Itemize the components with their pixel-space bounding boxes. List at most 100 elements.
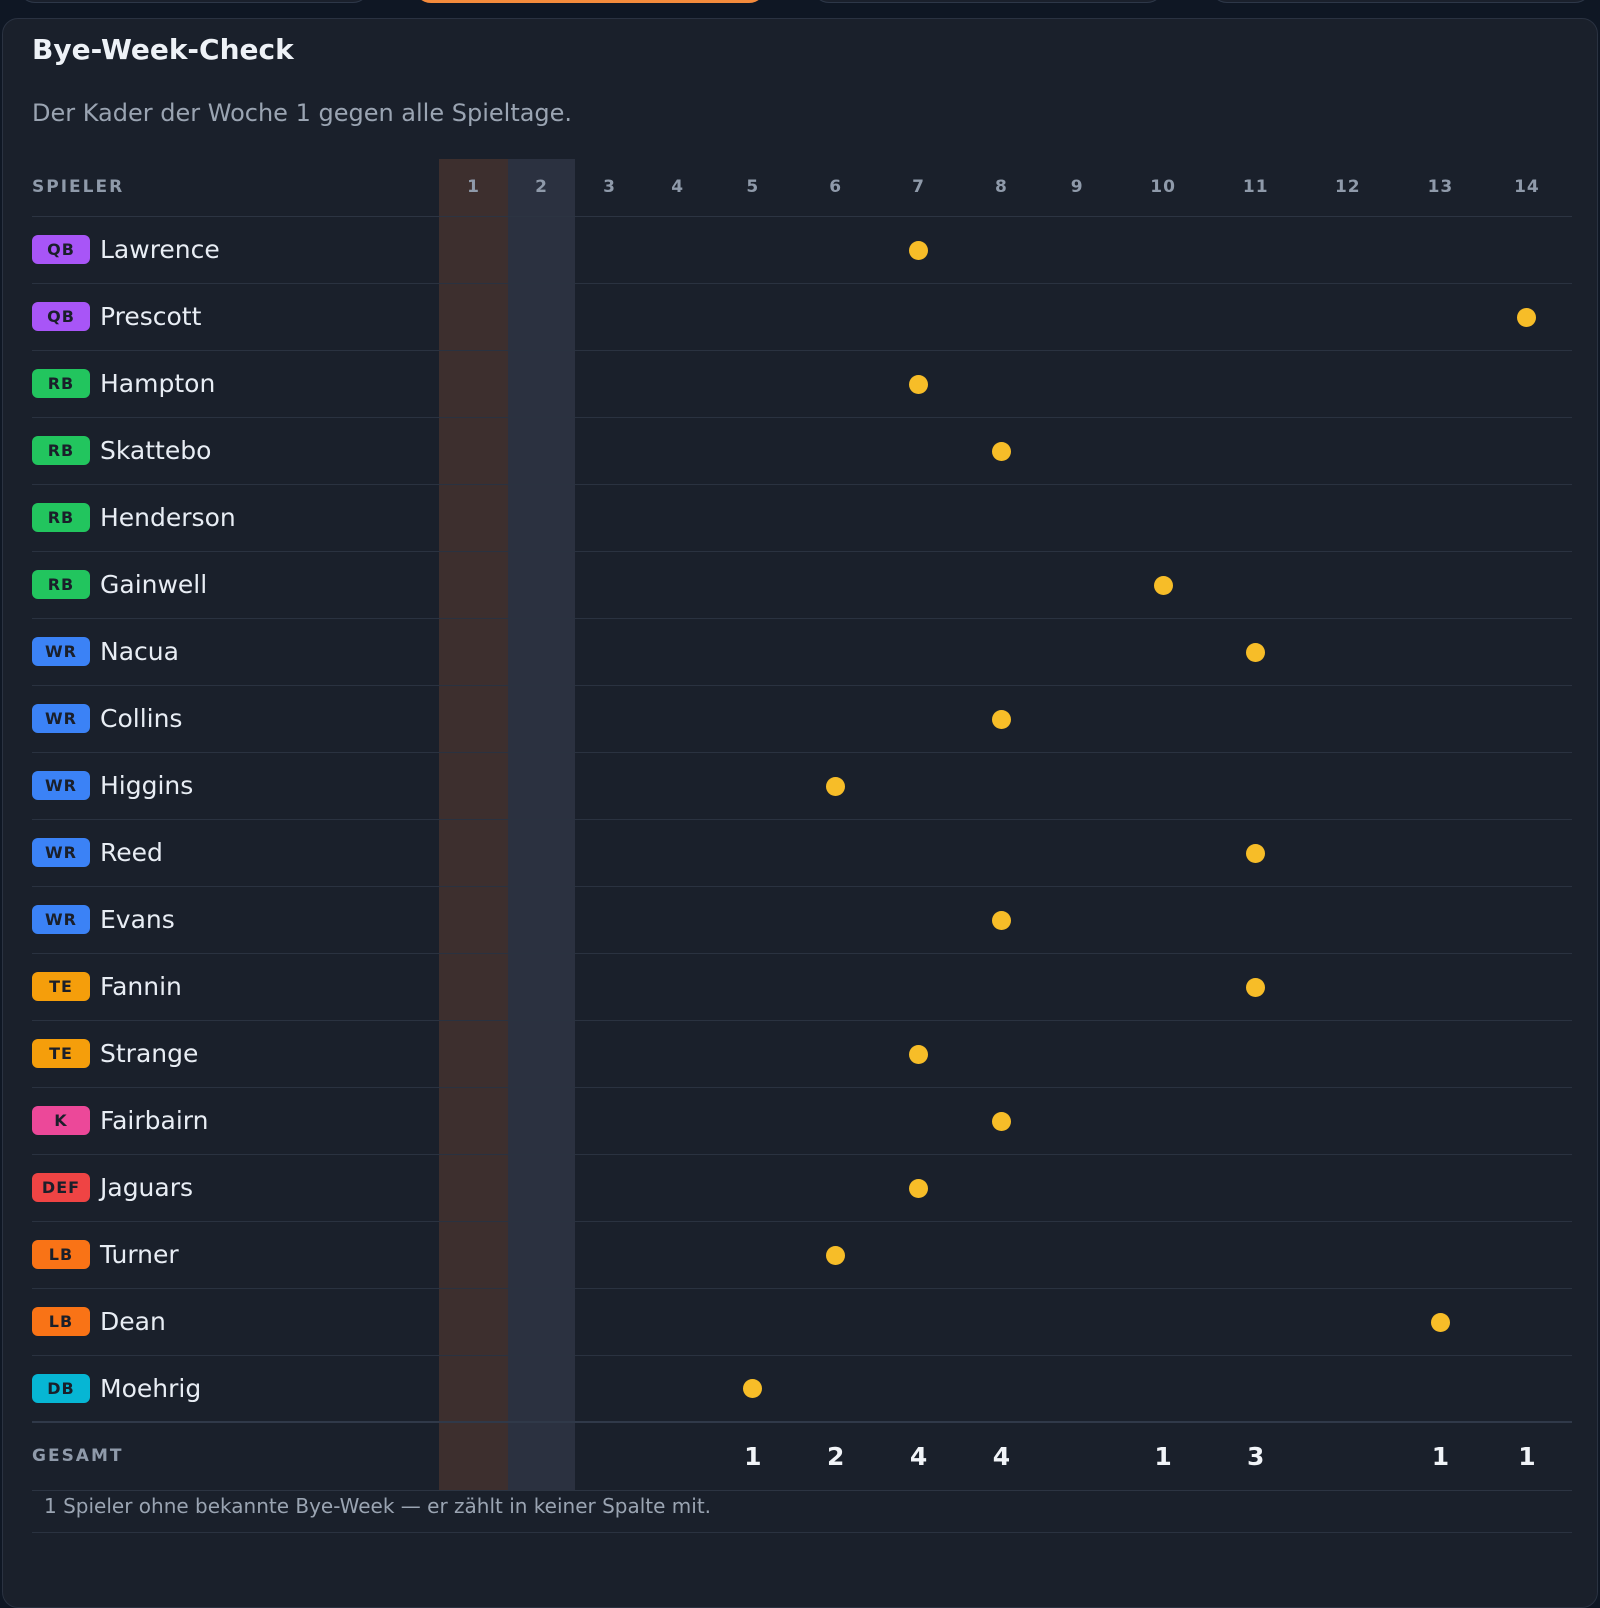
week-cell [711,1154,795,1222]
footnote: 1 Spieler ohne bekannte Bye-Week — er zä… [32,1479,1572,1533]
week-cell [1214,1288,1297,1356]
week-cell [439,1288,508,1356]
week-cell [877,484,961,552]
week-cell [877,685,961,753]
week-cell [643,417,712,485]
player-cell: RB Hampton [32,350,440,418]
panel-subtitle: Der Kader der Woche 1 gegen alle Spielta… [32,99,573,127]
week-cell [877,283,961,351]
week-cell [794,685,878,753]
week-cell [877,1221,961,1289]
week-cell [1111,283,1215,351]
week-cell [794,1087,878,1155]
player-cell: WR Reed [32,819,440,887]
tab-1[interactable] [18,0,370,3]
week-cell [1398,283,1482,351]
player-name: Gainwell [100,570,208,599]
week-cell [575,886,644,954]
week-cell [711,551,795,619]
week-cell [1214,1020,1297,1088]
week-cell [1214,551,1297,619]
week-cell [1042,1221,1112,1289]
week-cell [1042,484,1112,552]
table-row: LB Turner [32,1221,1572,1289]
column-header-week: 1 [439,159,508,217]
table-row: WR Higgins [32,752,1572,820]
week-cell [1398,752,1482,820]
position-badge: DEF [32,1173,90,1202]
week-cell [711,953,795,1021]
bye-week-marker [1246,642,1266,662]
week-cell [643,886,712,954]
player-cell: DEF Jaguars [32,1154,440,1222]
week-cell [1398,1154,1482,1222]
tab-2-active[interactable] [414,0,766,3]
week-cell [1111,484,1215,552]
week-cell [794,350,878,418]
table-row: WR Reed [32,819,1572,887]
week-cell [794,216,878,284]
top-tab-bar [0,0,1600,18]
week-cell [643,283,712,351]
week-cell [1481,886,1572,954]
week-cell [1042,1087,1112,1155]
column-header-week: 14 [1481,159,1572,217]
player-cell: LB Dean [32,1288,440,1356]
week-cell [439,484,508,552]
total-cell: 3 [1214,1421,1297,1491]
week-cell [960,685,1043,753]
week-cell [794,752,878,820]
week-cell [439,618,508,686]
tab-4[interactable] [1210,0,1592,3]
position-badge: K [32,1106,90,1135]
week-cell [643,1288,712,1356]
player-name: Higgins [100,771,194,800]
week-cell [1111,1288,1215,1356]
week-cell [643,1355,712,1423]
week-cell [507,953,576,1021]
week-cell [960,618,1043,686]
week-cell [960,1288,1043,1356]
week-cell [960,886,1043,954]
week-cell [575,618,644,686]
panel-title: Bye-Week-Check [32,33,294,66]
table-row: WR Nacua [32,618,1572,686]
week-cell [1111,886,1215,954]
week-cell [1398,1221,1482,1289]
week-cell [1111,1087,1215,1155]
week-cell [794,1221,878,1289]
table-row: RB Henderson [32,484,1572,552]
total-cell: 4 [960,1421,1043,1491]
table-row: WR Collins [32,685,1572,753]
week-cell [1111,1221,1215,1289]
table-row: RB Hampton [32,350,1572,418]
week-cell [1481,819,1572,887]
tab-3[interactable] [812,0,1164,3]
week-cell [877,1355,961,1423]
column-header-week: 3 [575,159,644,217]
table-row: LB Dean [32,1288,1572,1356]
player-cell: LB Turner [32,1221,440,1289]
week-cell [1214,1087,1297,1155]
week-cell [1042,685,1112,753]
player-cell: TE Fannin [32,953,440,1021]
total-cell [439,1421,508,1491]
week-cell [643,1087,712,1155]
totals-label: GESAMT [32,1421,440,1491]
week-cell [575,1020,644,1088]
week-cell [1214,752,1297,820]
week-cell [575,551,644,619]
week-cell [877,1288,961,1356]
total-cell [1296,1421,1399,1491]
week-cell [439,216,508,284]
bye-week-marker [909,1178,929,1198]
bye-week-marker [991,910,1011,930]
week-cell [507,1020,576,1088]
week-cell [1111,752,1215,820]
column-header-week: 10 [1111,159,1215,217]
week-cell [439,1020,508,1088]
week-cell [711,752,795,820]
week-cell [1214,819,1297,887]
week-cell [711,685,795,753]
